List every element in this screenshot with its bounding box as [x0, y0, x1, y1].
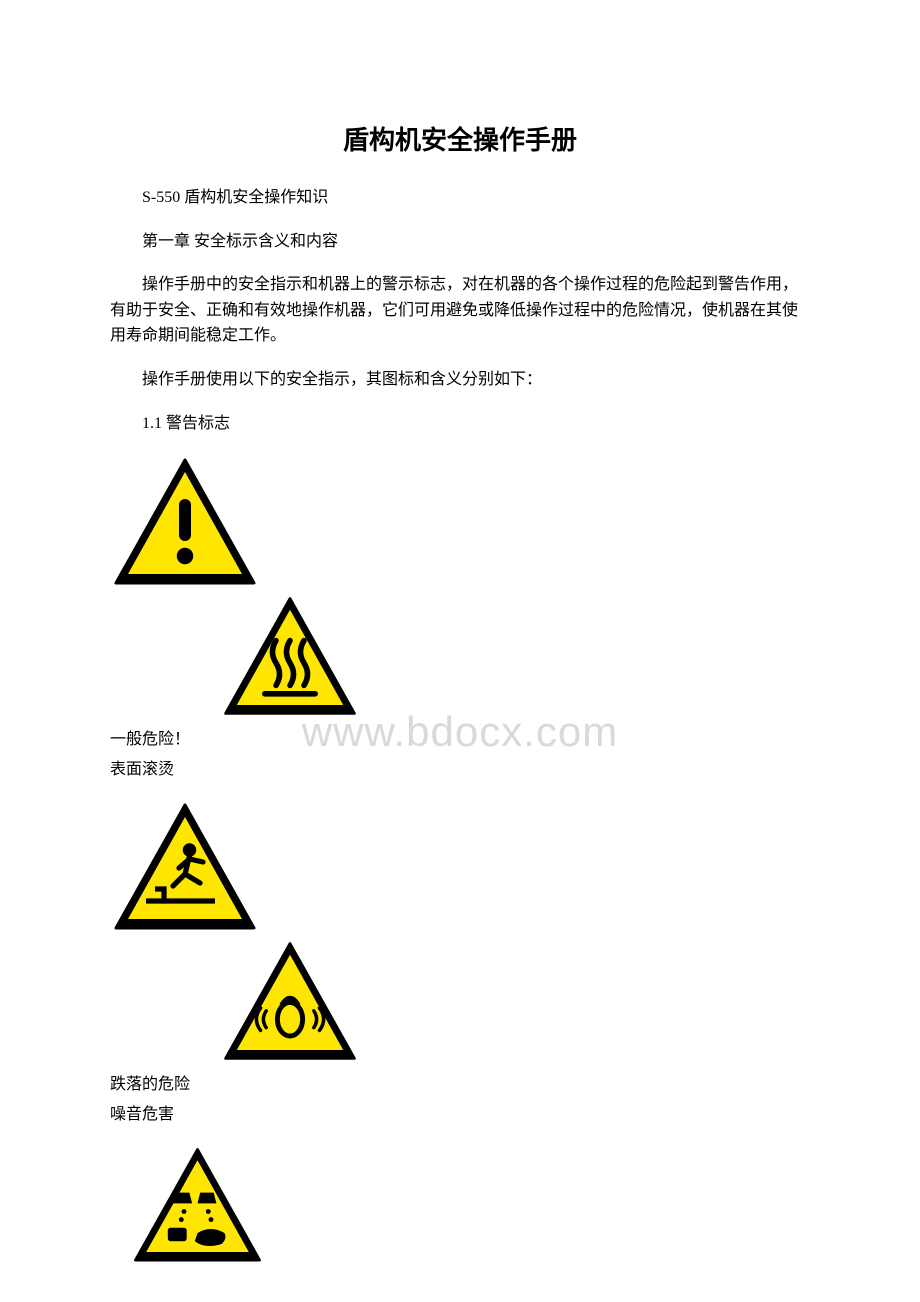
noise-hazard-icon: [220, 1046, 360, 1063]
warning-sign-label: 噪音危害: [110, 1100, 810, 1124]
hot-surface-icon: [220, 701, 360, 718]
section-heading: 1.1 警告标志: [110, 411, 810, 437]
general-danger-icon: [110, 571, 260, 588]
warning-sign-noise-hazard: [220, 938, 810, 1064]
warning-sign-label: 跌落的危险: [110, 1070, 810, 1094]
warning-sign-label: 表面滚烫: [110, 755, 810, 779]
corrosive-icon: [130, 1248, 265, 1265]
usage-line: 操作手册使用以下的安全指示，其图标和含义分别如下：: [110, 367, 810, 393]
warning-sign-label: 一般危险！: [110, 725, 810, 749]
warning-sign-general-danger: [110, 454, 810, 589]
page-title: 盾构机安全操作手册: [110, 120, 810, 157]
warning-sign-hot-surface: [220, 593, 810, 719]
page-content: 盾构机安全操作手册 S-550 盾构机安全操作知识 第一章 安全标示含义和内容 …: [110, 120, 810, 1266]
chapter-heading: 第一章 安全标示含义和内容: [110, 229, 810, 255]
fall-hazard-icon: [110, 916, 260, 933]
warning-sign-corrosive: [130, 1144, 810, 1266]
intro-paragraph: 操作手册中的安全指示和机器上的警示标志，对在机器的各个操作过程的危险起到警告作用…: [110, 272, 810, 349]
subtitle-line: S-550 盾构机安全操作知识: [110, 185, 810, 211]
warning-signs-block: 一般危险！ 表面滚烫 跌落的危险噪音危害: [110, 454, 810, 1266]
warning-sign-fall-hazard: [110, 799, 810, 934]
